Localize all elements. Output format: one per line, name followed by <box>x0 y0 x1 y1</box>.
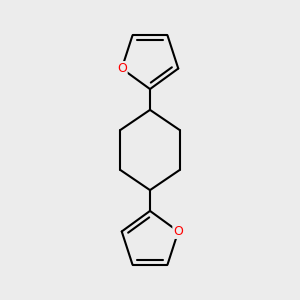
Text: O: O <box>173 225 183 238</box>
Text: O: O <box>117 62 127 75</box>
